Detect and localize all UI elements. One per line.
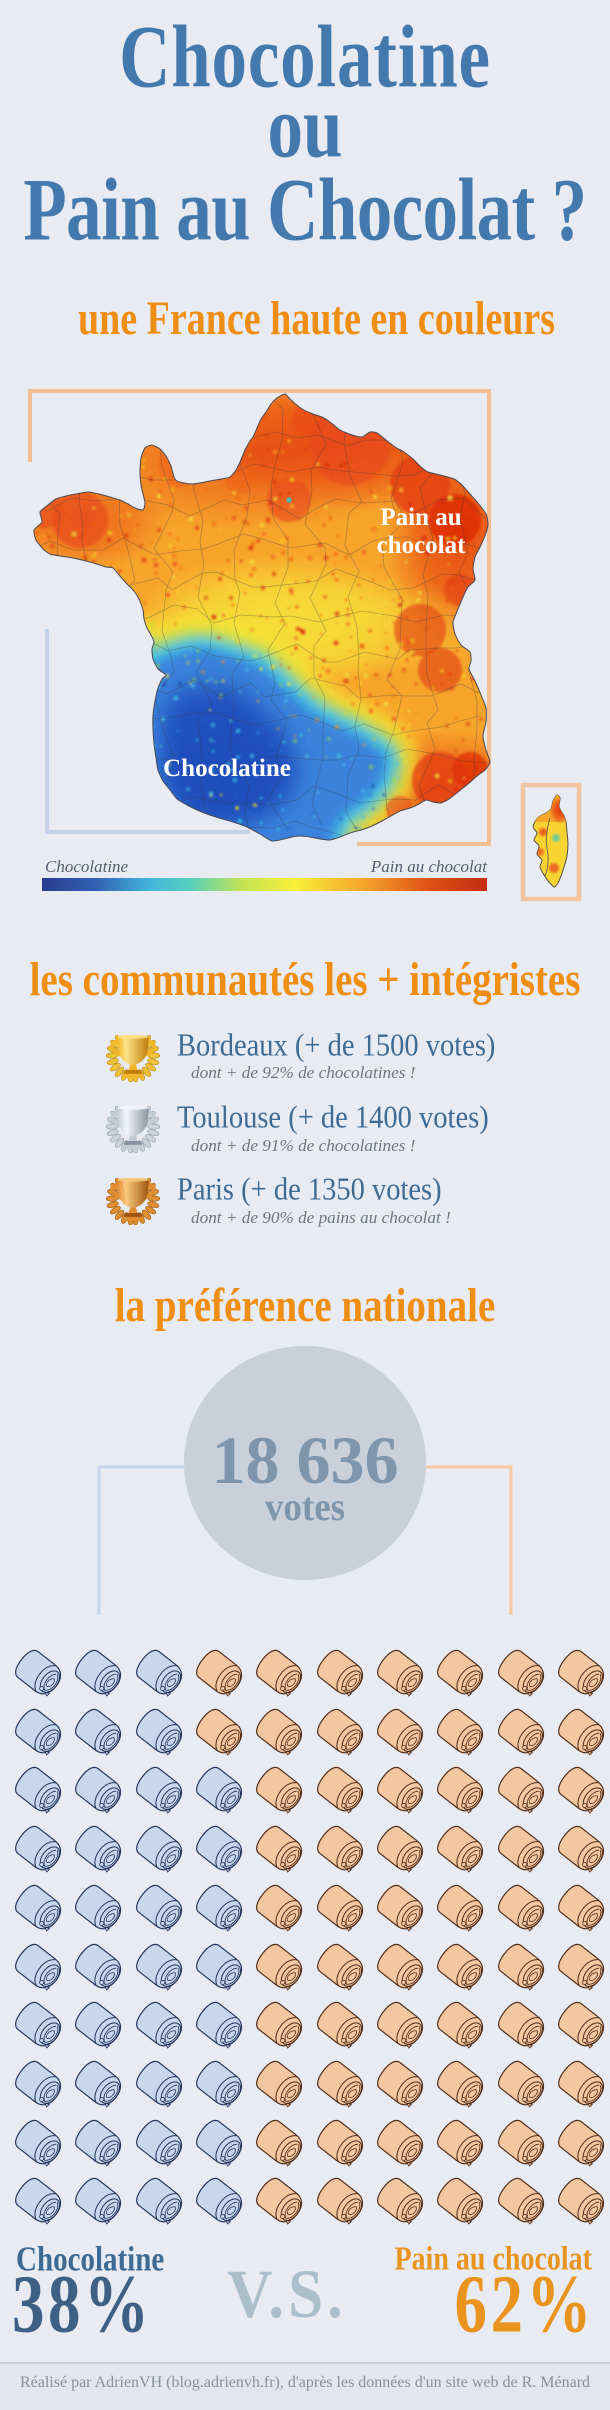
svg-text:Chocolatine: Chocolatine bbox=[163, 755, 291, 782]
svg-text:chocolat: chocolat bbox=[377, 532, 467, 559]
svg-text:Chocolatine: Chocolatine bbox=[45, 857, 129, 876]
svg-text:Pain au chocolat: Pain au chocolat bbox=[370, 857, 488, 876]
svg-text:Pain au: Pain au bbox=[380, 504, 461, 531]
